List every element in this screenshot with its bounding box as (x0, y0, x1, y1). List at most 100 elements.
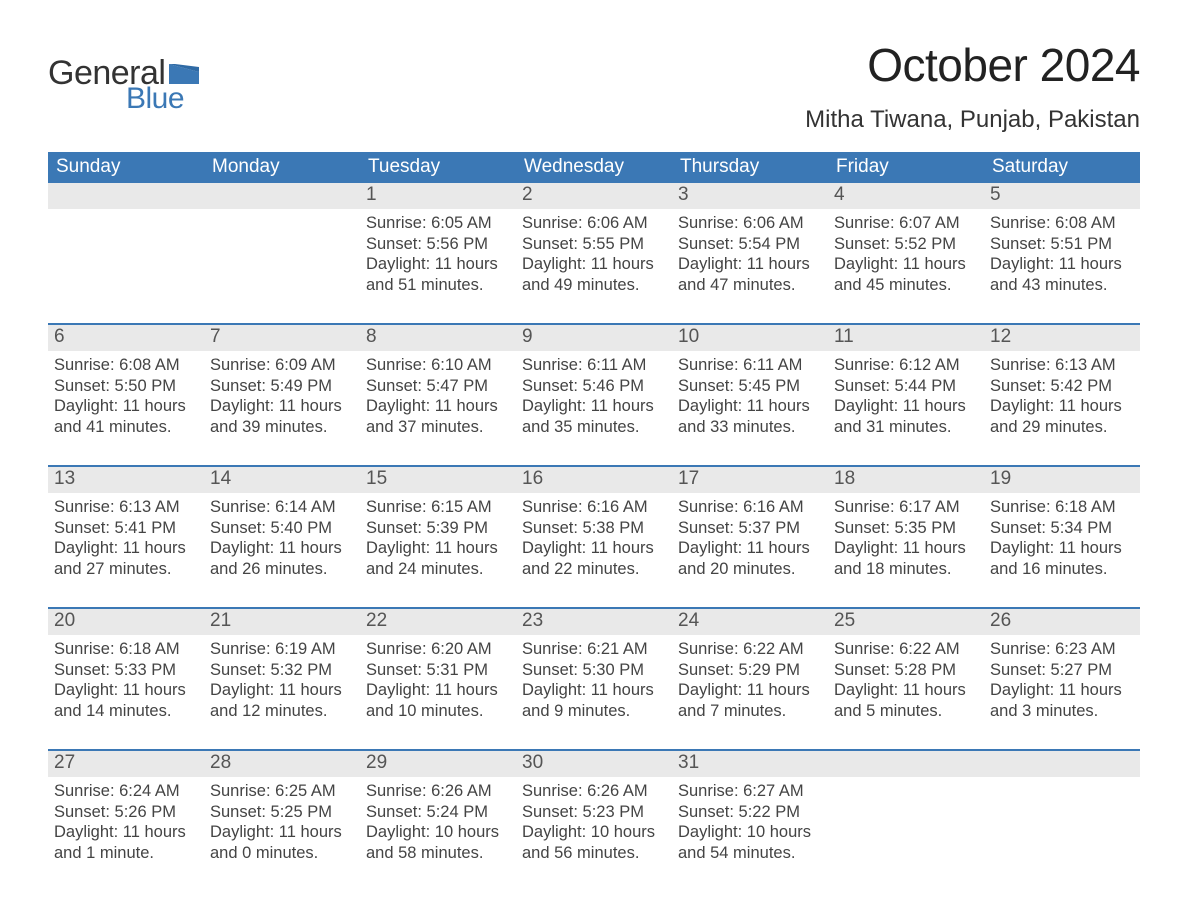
day-body: Sunrise: 6:16 AMSunset: 5:38 PMDaylight:… (516, 493, 672, 580)
day-number: 17 (672, 467, 828, 493)
day-body: Sunrise: 6:25 AMSunset: 5:25 PMDaylight:… (204, 777, 360, 864)
day-number: 22 (360, 609, 516, 635)
day-number: 19 (984, 467, 1140, 493)
day-number: 30 (516, 751, 672, 777)
day-number: 31 (672, 751, 828, 777)
day-cell (48, 183, 204, 311)
day-cell: 24Sunrise: 6:22 AMSunset: 5:29 PMDayligh… (672, 609, 828, 737)
day-cell: 21Sunrise: 6:19 AMSunset: 5:32 PMDayligh… (204, 609, 360, 737)
day-cell: 15Sunrise: 6:15 AMSunset: 5:39 PMDayligh… (360, 467, 516, 595)
day-number: 16 (516, 467, 672, 493)
calendar: SundayMondayTuesdayWednesdayThursdayFrid… (48, 152, 1140, 879)
day-cell: 29Sunrise: 6:26 AMSunset: 5:24 PMDayligh… (360, 751, 516, 879)
day-number (204, 183, 360, 209)
day-body: Sunrise: 6:17 AMSunset: 5:35 PMDaylight:… (828, 493, 984, 580)
day-number: 20 (48, 609, 204, 635)
day-cell: 10Sunrise: 6:11 AMSunset: 5:45 PMDayligh… (672, 325, 828, 453)
day-number: 13 (48, 467, 204, 493)
day-body: Sunrise: 6:19 AMSunset: 5:32 PMDaylight:… (204, 635, 360, 722)
day-body: Sunrise: 6:06 AMSunset: 5:54 PMDaylight:… (672, 209, 828, 296)
week-row: 1Sunrise: 6:05 AMSunset: 5:56 PMDaylight… (48, 183, 1140, 311)
day-cell: 16Sunrise: 6:16 AMSunset: 5:38 PMDayligh… (516, 467, 672, 595)
week-row: 27Sunrise: 6:24 AMSunset: 5:26 PMDayligh… (48, 749, 1140, 879)
day-cell: 13Sunrise: 6:13 AMSunset: 5:41 PMDayligh… (48, 467, 204, 595)
weekday-header: Saturday (984, 152, 1140, 183)
day-cell: 30Sunrise: 6:26 AMSunset: 5:23 PMDayligh… (516, 751, 672, 879)
day-number: 1 (360, 183, 516, 209)
weekday-header: Sunday (48, 152, 204, 183)
day-cell: 12Sunrise: 6:13 AMSunset: 5:42 PMDayligh… (984, 325, 1140, 453)
weekday-header: Friday (828, 152, 984, 183)
week-row: 6Sunrise: 6:08 AMSunset: 5:50 PMDaylight… (48, 323, 1140, 453)
weekday-header: Monday (204, 152, 360, 183)
day-body: Sunrise: 6:07 AMSunset: 5:52 PMDaylight:… (828, 209, 984, 296)
day-cell: 27Sunrise: 6:24 AMSunset: 5:26 PMDayligh… (48, 751, 204, 879)
month-title: October 2024 (805, 38, 1140, 92)
day-number: 18 (828, 467, 984, 493)
weekday-header: Thursday (672, 152, 828, 183)
day-cell: 5Sunrise: 6:08 AMSunset: 5:51 PMDaylight… (984, 183, 1140, 311)
day-cell (828, 751, 984, 879)
day-number: 24 (672, 609, 828, 635)
day-cell: 18Sunrise: 6:17 AMSunset: 5:35 PMDayligh… (828, 467, 984, 595)
day-cell: 31Sunrise: 6:27 AMSunset: 5:22 PMDayligh… (672, 751, 828, 879)
day-cell: 6Sunrise: 6:08 AMSunset: 5:50 PMDaylight… (48, 325, 204, 453)
day-cell: 7Sunrise: 6:09 AMSunset: 5:49 PMDaylight… (204, 325, 360, 453)
day-cell: 22Sunrise: 6:20 AMSunset: 5:31 PMDayligh… (360, 609, 516, 737)
week-row: 13Sunrise: 6:13 AMSunset: 5:41 PMDayligh… (48, 465, 1140, 595)
weekday-row: SundayMondayTuesdayWednesdayThursdayFrid… (48, 152, 1140, 183)
logo: General Blue (48, 38, 199, 114)
day-number: 7 (204, 325, 360, 351)
location: Mitha Tiwana, Punjab, Pakistan (805, 106, 1140, 134)
day-body: Sunrise: 6:13 AMSunset: 5:41 PMDaylight:… (48, 493, 204, 580)
day-cell: 26Sunrise: 6:23 AMSunset: 5:27 PMDayligh… (984, 609, 1140, 737)
header: General Blue October 2024 Mitha Tiwana, … (48, 38, 1140, 134)
day-cell: 14Sunrise: 6:14 AMSunset: 5:40 PMDayligh… (204, 467, 360, 595)
day-body: Sunrise: 6:20 AMSunset: 5:31 PMDaylight:… (360, 635, 516, 722)
day-body: Sunrise: 6:06 AMSunset: 5:55 PMDaylight:… (516, 209, 672, 296)
day-body: Sunrise: 6:21 AMSunset: 5:30 PMDaylight:… (516, 635, 672, 722)
weekday-header: Tuesday (360, 152, 516, 183)
day-cell: 1Sunrise: 6:05 AMSunset: 5:56 PMDaylight… (360, 183, 516, 311)
day-body: Sunrise: 6:11 AMSunset: 5:46 PMDaylight:… (516, 351, 672, 438)
day-cell: 2Sunrise: 6:06 AMSunset: 5:55 PMDaylight… (516, 183, 672, 311)
title-block: October 2024 Mitha Tiwana, Punjab, Pakis… (805, 38, 1140, 134)
day-body: Sunrise: 6:27 AMSunset: 5:22 PMDaylight:… (672, 777, 828, 864)
day-number (828, 751, 984, 777)
day-body: Sunrise: 6:10 AMSunset: 5:47 PMDaylight:… (360, 351, 516, 438)
day-cell: 9Sunrise: 6:11 AMSunset: 5:46 PMDaylight… (516, 325, 672, 453)
day-number: 28 (204, 751, 360, 777)
logo-flag-icon (169, 64, 199, 84)
day-cell (984, 751, 1140, 879)
day-cell: 28Sunrise: 6:25 AMSunset: 5:25 PMDayligh… (204, 751, 360, 879)
day-number: 15 (360, 467, 516, 493)
day-number: 4 (828, 183, 984, 209)
day-number: 2 (516, 183, 672, 209)
day-number: 8 (360, 325, 516, 351)
day-body: Sunrise: 6:08 AMSunset: 5:50 PMDaylight:… (48, 351, 204, 438)
day-body: Sunrise: 6:13 AMSunset: 5:42 PMDaylight:… (984, 351, 1140, 438)
day-body: Sunrise: 6:15 AMSunset: 5:39 PMDaylight:… (360, 493, 516, 580)
day-body: Sunrise: 6:12 AMSunset: 5:44 PMDaylight:… (828, 351, 984, 438)
weekday-header: Wednesday (516, 152, 672, 183)
day-number: 14 (204, 467, 360, 493)
day-cell: 3Sunrise: 6:06 AMSunset: 5:54 PMDaylight… (672, 183, 828, 311)
day-number: 27 (48, 751, 204, 777)
day-number: 25 (828, 609, 984, 635)
day-number: 12 (984, 325, 1140, 351)
day-number: 11 (828, 325, 984, 351)
day-body: Sunrise: 6:18 AMSunset: 5:34 PMDaylight:… (984, 493, 1140, 580)
day-cell: 17Sunrise: 6:16 AMSunset: 5:37 PMDayligh… (672, 467, 828, 595)
weeks-container: 1Sunrise: 6:05 AMSunset: 5:56 PMDaylight… (48, 183, 1140, 879)
day-body: Sunrise: 6:09 AMSunset: 5:49 PMDaylight:… (204, 351, 360, 438)
day-body: Sunrise: 6:08 AMSunset: 5:51 PMDaylight:… (984, 209, 1140, 296)
day-body: Sunrise: 6:22 AMSunset: 5:29 PMDaylight:… (672, 635, 828, 722)
day-cell: 20Sunrise: 6:18 AMSunset: 5:33 PMDayligh… (48, 609, 204, 737)
day-number: 10 (672, 325, 828, 351)
logo-word2: Blue (126, 84, 199, 114)
day-body: Sunrise: 6:24 AMSunset: 5:26 PMDaylight:… (48, 777, 204, 864)
day-body: Sunrise: 6:18 AMSunset: 5:33 PMDaylight:… (48, 635, 204, 722)
day-body: Sunrise: 6:26 AMSunset: 5:23 PMDaylight:… (516, 777, 672, 864)
day-number (984, 751, 1140, 777)
day-number: 6 (48, 325, 204, 351)
